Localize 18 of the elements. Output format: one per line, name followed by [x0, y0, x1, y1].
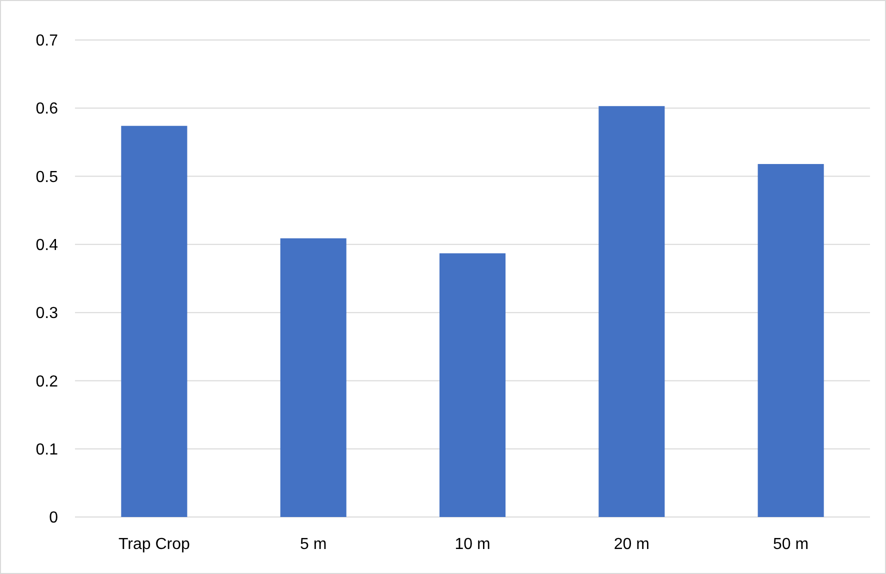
bar: [121, 126, 188, 517]
x-tick-label: 5 m: [300, 536, 327, 553]
y-tick-label: 0.7: [36, 32, 58, 50]
y-tick-label: 0.2: [36, 373, 58, 390]
y-tick-label: 0.5: [36, 168, 58, 186]
y-tick-label: 0.3: [36, 305, 58, 322]
y-tick-label: 0.4: [36, 237, 58, 254]
y-tick-label: 0.1: [36, 441, 58, 458]
y-tick-label: 0.6: [36, 100, 58, 118]
bar: [758, 164, 824, 517]
x-tick-label: 10 m: [454, 536, 490, 553]
x-tick-label: 20 m: [614, 536, 650, 553]
x-tick-label: Trap Crop: [118, 536, 190, 553]
x-tick-label: 50 m: [773, 536, 809, 553]
bar: [439, 253, 506, 517]
bar: [598, 106, 665, 517]
y-tick-label: 0: [49, 510, 58, 527]
bar: [280, 238, 346, 517]
